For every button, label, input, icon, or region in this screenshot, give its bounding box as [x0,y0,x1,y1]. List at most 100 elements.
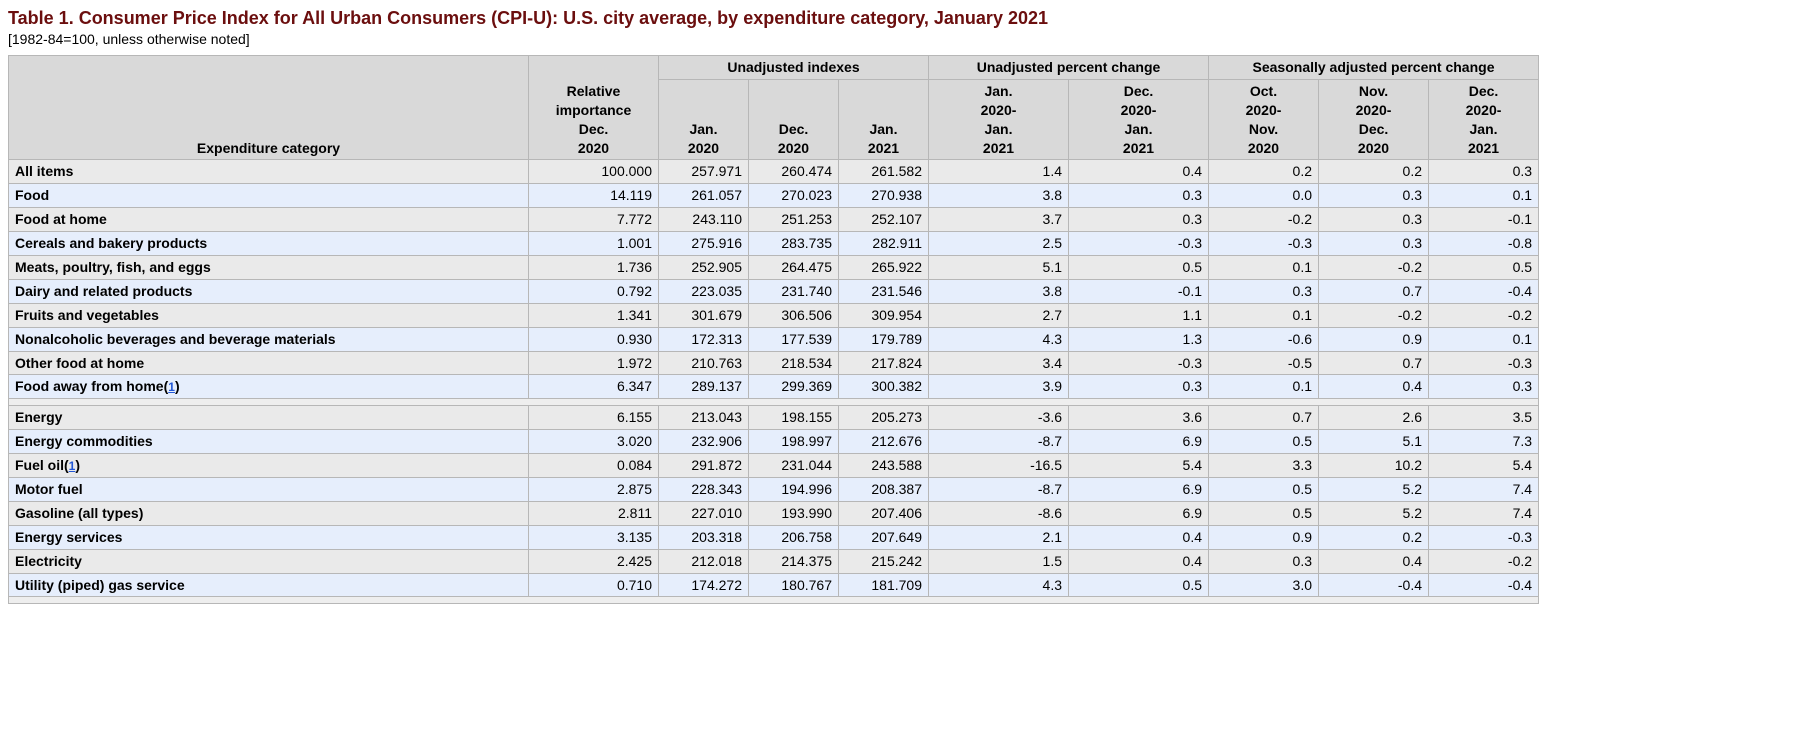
value-cell: 0.5 [1209,430,1319,454]
table-row: Electricity2.425212.018214.375215.2421.5… [9,549,1539,573]
value-cell: -0.4 [1319,573,1429,597]
col-upc-jan20-jan21: Jan.2020-Jan.2021 [929,79,1069,160]
value-cell: 300.382 [839,375,929,399]
category-cell: Cereals and bakery products [9,232,529,256]
value-cell: 0.5 [1209,478,1319,502]
table-row: Energy6.155213.043198.155205.273-3.63.60… [9,406,1539,430]
value-cell: 14.119 [529,184,659,208]
value-cell: -0.2 [1429,549,1539,573]
category-cell: Dairy and related products [9,279,529,303]
value-cell: 3.8 [929,279,1069,303]
value-cell: 5.1 [929,256,1069,280]
value-cell: -0.2 [1429,303,1539,327]
value-cell: 252.905 [659,256,749,280]
col-sa-nov20-dec20: Nov.2020-Dec.2020 [1319,79,1429,160]
value-cell: 7.4 [1429,501,1539,525]
value-cell: 1.5 [929,549,1069,573]
value-cell: -0.8 [1429,232,1539,256]
value-cell: 1.001 [529,232,659,256]
value-cell: 283.735 [749,232,839,256]
category-cell: Utility (piped) gas service [9,573,529,597]
category-cell: Food at home [9,208,529,232]
value-cell: -0.2 [1209,208,1319,232]
footnote-link[interactable]: 1 [168,380,175,394]
value-cell: 172.313 [659,327,749,351]
value-cell: -0.3 [1429,351,1539,375]
value-cell: 0.3 [1209,549,1319,573]
value-cell: 198.155 [749,406,839,430]
value-cell: -0.3 [1429,525,1539,549]
col-upc-dec20-jan21: Dec.2020-Jan.2021 [1069,79,1209,160]
value-cell: 1.3 [1069,327,1209,351]
value-cell: 261.582 [839,160,929,184]
value-cell: 0.7 [1319,351,1429,375]
colgroup-seasonally-adjusted: Seasonally adjusted percent change [1209,56,1539,80]
value-cell: 231.740 [749,279,839,303]
value-cell: 231.044 [749,454,839,478]
value-cell: 0.4 [1069,525,1209,549]
value-cell: 251.253 [749,208,839,232]
value-cell: 217.824 [839,351,929,375]
col-expenditure-category: Expenditure category [9,56,529,160]
value-cell: 275.916 [659,232,749,256]
value-cell: -8.6 [929,501,1069,525]
value-cell: 0.3 [1429,160,1539,184]
spacer-row [9,399,1539,406]
value-cell: 289.137 [659,375,749,399]
value-cell: 100.000 [529,160,659,184]
value-cell: 0.4 [1319,549,1429,573]
category-cell: All items [9,160,529,184]
value-cell: 0.9 [1209,525,1319,549]
value-cell: 179.789 [839,327,929,351]
col-jan-2020: Jan.2020 [659,79,749,160]
footnote-link[interactable]: 1 [69,459,76,473]
value-cell: 0.4 [1319,375,1429,399]
value-cell: 7.772 [529,208,659,232]
table-row: Motor fuel2.875228.343194.996208.387-8.7… [9,478,1539,502]
value-cell: 3.020 [529,430,659,454]
value-cell: 301.679 [659,303,749,327]
table-row: All items100.000257.971260.474261.5821.4… [9,160,1539,184]
value-cell: 6.9 [1069,501,1209,525]
value-cell: 282.911 [839,232,929,256]
value-cell: 218.534 [749,351,839,375]
value-cell: 0.5 [1209,501,1319,525]
value-cell: 213.043 [659,406,749,430]
value-cell: 3.6 [1069,406,1209,430]
value-cell: 0.5 [1069,256,1209,280]
value-cell: -0.3 [1209,232,1319,256]
value-cell: 270.938 [839,184,929,208]
value-cell: 252.107 [839,208,929,232]
value-cell: 214.375 [749,549,839,573]
value-cell: 0.3 [1069,375,1209,399]
value-cell: 207.649 [839,525,929,549]
value-cell: 0.1 [1209,375,1319,399]
value-cell: -0.6 [1209,327,1319,351]
table-row: Nonalcoholic beverages and beverage mate… [9,327,1539,351]
value-cell: 0.1 [1209,256,1319,280]
value-cell: 3.8 [929,184,1069,208]
value-cell: 203.318 [659,525,749,549]
value-cell: 215.242 [839,549,929,573]
value-cell: 3.3 [1209,454,1319,478]
col-sa-oct20-nov20: Oct.2020-Nov.2020 [1209,79,1319,160]
value-cell: 5.4 [1069,454,1209,478]
value-cell: 212.018 [659,549,749,573]
col-dec-2020: Dec.2020 [749,79,839,160]
value-cell: 0.3 [1319,232,1429,256]
value-cell: 0.0 [1209,184,1319,208]
category-cell: Other food at home [9,351,529,375]
value-cell: 210.763 [659,351,749,375]
value-cell: 1.736 [529,256,659,280]
value-cell: 0.9 [1319,327,1429,351]
category-cell: Motor fuel [9,478,529,502]
table-header: Expenditure category RelativeimportanceD… [9,56,1539,160]
value-cell: 0.710 [529,573,659,597]
value-cell: -3.6 [929,406,1069,430]
colgroup-unadjusted-percent-change: Unadjusted percent change [929,56,1209,80]
value-cell: 3.135 [529,525,659,549]
value-cell: 0.3 [1319,184,1429,208]
value-cell: 2.6 [1319,406,1429,430]
value-cell: 4.3 [929,327,1069,351]
value-cell: 208.387 [839,478,929,502]
